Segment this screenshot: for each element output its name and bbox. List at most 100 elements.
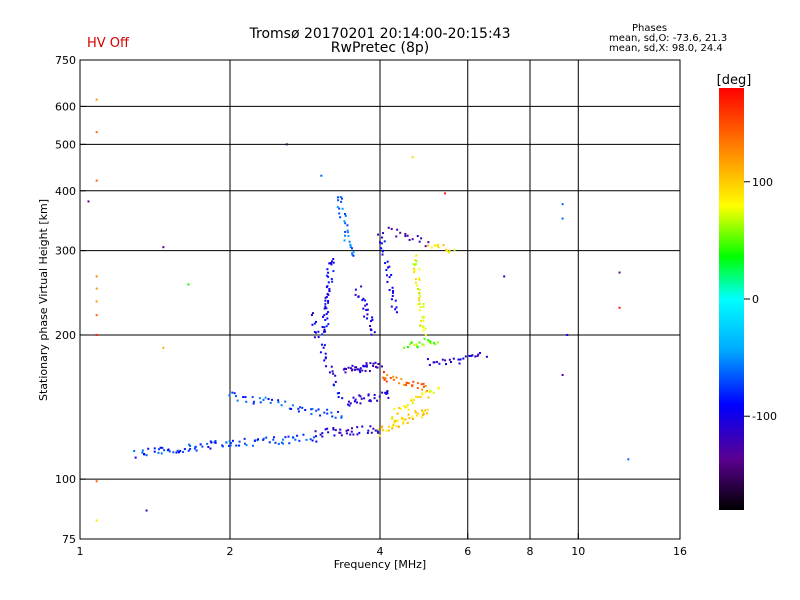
data-point [391,417,394,420]
data-point [384,391,387,394]
data-point [414,278,417,281]
data-point [385,274,388,277]
data-point [95,333,98,336]
data-point [448,358,451,361]
data-point [231,439,234,442]
data-point [392,423,395,426]
data-point [474,355,477,358]
data-point [354,288,357,291]
data-point [416,235,419,238]
data-point [329,262,332,265]
data-point [366,313,369,316]
data-point [421,392,424,395]
data-point [391,294,394,297]
data-point [269,401,272,404]
data-point [405,383,408,386]
data-point [365,308,368,311]
data-point [452,357,455,360]
data-point [340,197,343,200]
x-tick-label: 6 [464,545,471,558]
data-point [410,398,413,401]
data-point [264,396,267,399]
data-point [251,444,254,447]
x-axis-label: Frequency [MHz] [334,558,426,571]
axis-ticks: 1 2 4 6 8 10 16 75 100 200 300 400 500 600 750 [55,54,687,558]
data-point [328,288,331,291]
data-point [359,395,362,398]
data-point [313,330,316,333]
data-point [433,244,436,247]
colorbar [719,88,744,510]
data-point [386,266,389,269]
data-point [311,439,314,442]
data-point [422,329,425,332]
data-point [322,315,325,318]
data-point [238,444,241,447]
data-point [343,367,346,370]
data-point [314,331,317,334]
data-point [366,308,369,311]
data-point [371,316,374,319]
data-point [441,358,444,361]
data-point [309,438,312,441]
data-point [243,437,246,440]
data-point [236,399,239,402]
data-point [386,390,389,393]
data-point [387,396,390,399]
data-point [406,345,409,348]
data-point [380,365,383,368]
data-point [326,427,329,430]
data-point [168,450,171,453]
data-point [95,287,98,290]
data-point [87,200,90,203]
data-point [361,425,364,428]
data-point [445,248,448,251]
data-point [340,434,343,437]
data-point [376,366,379,369]
data-point [411,417,414,420]
data-point [314,430,317,433]
data-point [418,309,421,312]
data-point [368,399,371,402]
data-point [359,371,362,374]
data-point [369,362,372,365]
data-point [288,442,291,445]
data-point [245,400,248,403]
data-point [402,422,405,425]
data-point [193,447,196,450]
data-point [369,425,372,428]
data-point [418,295,421,298]
data-point [355,366,358,369]
data-point [392,375,395,378]
data-point [277,442,280,445]
data-point [418,341,421,344]
data-point [321,435,324,438]
data-point [365,317,368,320]
data-point [437,386,440,389]
data-point [372,427,375,430]
data-point [273,436,276,439]
data-point [352,251,355,254]
data-point [437,341,440,344]
data-point [396,412,399,415]
data-point [406,234,409,237]
data-point [95,98,98,101]
data-point [179,449,182,452]
data-point [302,433,305,436]
data-point [479,352,482,355]
data-point [290,407,293,410]
data-point [442,244,445,247]
data-point [421,388,424,391]
data-point [230,441,233,444]
data-point [395,306,398,309]
data-point [277,401,280,404]
data-point [352,433,355,436]
data-point [418,292,421,295]
data-point [503,275,506,278]
data-point [418,278,421,281]
data-point [332,258,335,261]
data-point [386,392,389,395]
data-point [296,434,299,437]
data-point [384,377,387,380]
data-point [348,404,351,407]
